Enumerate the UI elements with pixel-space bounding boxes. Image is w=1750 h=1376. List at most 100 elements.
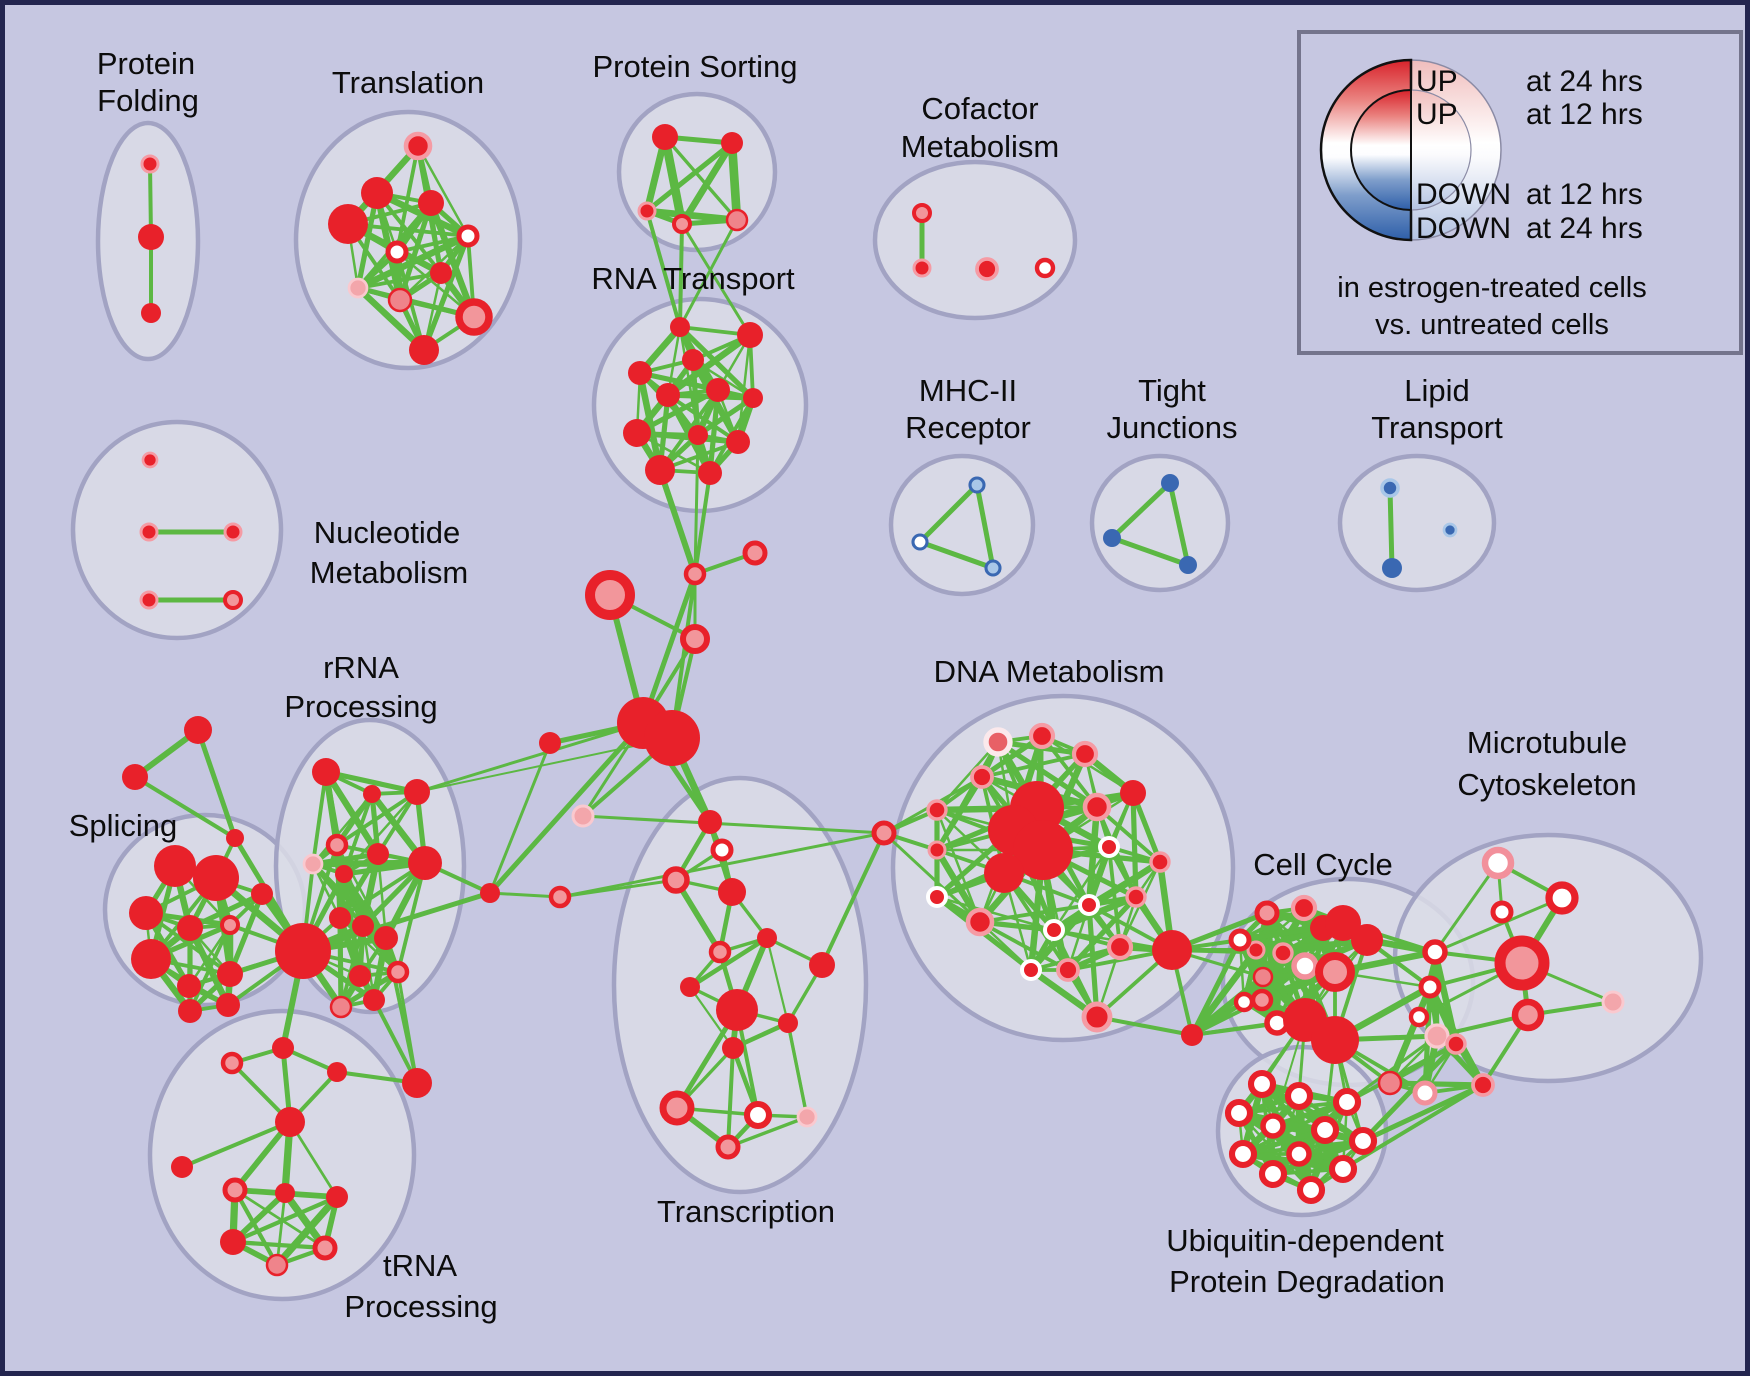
network-edge: [693, 471, 712, 576]
gene-node: [983, 727, 1013, 757]
gene-node: [138, 224, 164, 250]
node-layer: [122, 124, 1625, 1277]
gene-node: [184, 716, 212, 744]
network-edge: [660, 132, 687, 229]
gene-node: [361, 177, 393, 209]
network-edge: [820, 831, 886, 967]
gene-node: [139, 522, 159, 542]
network-edge: [133, 775, 237, 840]
gene-node: [223, 522, 243, 542]
network-edge: [1360, 1041, 1459, 1144]
legend-row2-direction: UP: [1416, 98, 1458, 131]
network-edge: [335, 790, 419, 847]
gene-node: [418, 190, 444, 216]
gene-node: [680, 624, 710, 654]
network-edge: [637, 370, 721, 393]
gene-node: [1418, 975, 1442, 999]
cluster-label: Cell Cycle: [1253, 847, 1393, 882]
gene-node: [327, 1062, 347, 1082]
network-edge: [195, 727, 238, 841]
gene-node: [1056, 958, 1080, 982]
network-edge: [786, 1021, 809, 1119]
cluster-label: Protein Sorting: [592, 49, 797, 84]
gene-node: [742, 540, 768, 566]
gene-node: [1311, 1016, 1359, 1064]
gene-node: [970, 765, 994, 789]
gene-node: [737, 322, 763, 348]
network-edge: [980, 752, 1087, 779]
gene-node: [809, 952, 835, 978]
gene-node: [1152, 930, 1192, 970]
network-edge: [917, 482, 980, 545]
network-edge: [663, 135, 739, 222]
gene-node: [329, 995, 353, 1019]
gene-node: [1149, 851, 1171, 873]
gene-node: [623, 419, 651, 447]
gene-node: [1258, 1159, 1288, 1189]
network-edge: [678, 218, 739, 329]
gene-node: [1545, 881, 1579, 915]
gene-node: [403, 131, 433, 161]
gene-node: [1442, 522, 1458, 538]
network-edge: [227, 891, 265, 977]
network-edge: [322, 768, 382, 858]
network-edge: [372, 998, 419, 1085]
gene-node: [1511, 998, 1545, 1032]
gene-node: [743, 1100, 773, 1130]
gene-node: [456, 224, 480, 248]
network-edge: [230, 1194, 340, 1245]
gene-node: [455, 298, 493, 336]
gene-node: [539, 732, 561, 754]
gene-node: [571, 804, 595, 828]
gene-node: [927, 840, 947, 860]
gene-node: [141, 451, 159, 469]
gene-node: [386, 960, 410, 984]
network-edge: [934, 774, 985, 853]
gene-node: [984, 559, 1002, 577]
gene-node: [363, 989, 385, 1011]
gene-node: [743, 388, 763, 408]
network-edge: [558, 878, 678, 899]
network-edge: [1341, 1083, 1485, 1171]
gene-node: [645, 455, 675, 485]
gene-node: [408, 846, 442, 880]
network-edge: [644, 140, 735, 214]
gene-node: [968, 476, 986, 494]
gene-node: [1247, 1069, 1277, 1099]
gene-node: [387, 287, 413, 313]
gene-node: [1013, 820, 1073, 880]
gene-node: [171, 1156, 193, 1178]
legend-row1-time: at 24 hrs: [1526, 65, 1643, 98]
gene-node: [1290, 894, 1318, 922]
network-edge: [230, 1239, 328, 1251]
network-edge: [691, 358, 755, 400]
legend-row3-time: at 12 hrs: [1526, 178, 1643, 211]
cluster-label: Ubiquitin-dependent: [1166, 1223, 1444, 1258]
gene-node: [363, 785, 381, 803]
gene-node: [1380, 478, 1400, 498]
legend-box: [1297, 30, 1743, 355]
network-edge: [658, 388, 720, 472]
gene-node: [1252, 966, 1274, 988]
gene-node: [1494, 935, 1550, 991]
cluster-label: MHC-II: [919, 373, 1017, 408]
gene-node: [965, 907, 995, 937]
gene-node: [177, 974, 201, 998]
network-edge: [1107, 845, 1122, 949]
network-edge: [935, 740, 1000, 812]
network-edge: [355, 190, 380, 291]
cluster-label: Folding: [97, 83, 199, 118]
network-edge: [1360, 1082, 1486, 1144]
gene-node: [1098, 836, 1120, 858]
gene-node: [328, 204, 368, 244]
network-edge: [233, 1188, 327, 1250]
cluster-label: DNA Metabolism: [934, 654, 1165, 689]
gene-node: [329, 907, 351, 929]
network-edge: [346, 222, 470, 238]
gene-node: [1250, 988, 1274, 1012]
gene-node: [1028, 722, 1056, 750]
network-edge: [917, 539, 996, 571]
gene-node: [220, 1051, 244, 1075]
